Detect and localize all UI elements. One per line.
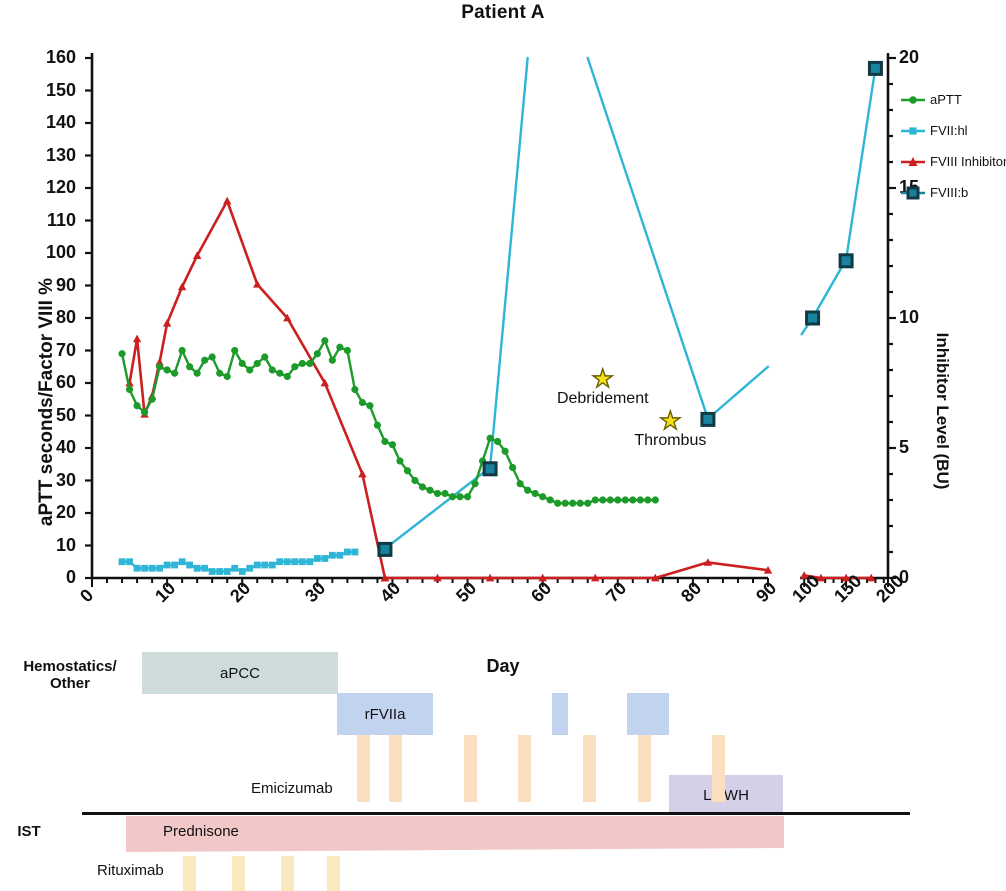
y-tick-left-30: 30 [55, 469, 76, 490]
rituximab-dose-bar[interactable] [183, 856, 196, 891]
legend-label: FVIII Inhibitor [930, 154, 1006, 169]
chart-legend: aPTT FVII:hl FVIII Inhibitor FVIII:b [900, 84, 1006, 208]
legend-marker-square-icon [901, 126, 925, 135]
y-tick-left-0: 0 [65, 567, 76, 587]
emicizumab-dose-bar[interactable] [389, 735, 402, 802]
timeline-block-apcc[interactable]: aPCC [142, 652, 338, 694]
legend-item-aptt[interactable]: aPTT [900, 84, 1006, 115]
y-tick-left-120: 120 [45, 177, 76, 197]
hemostatics-line1: Hemostatics/ [23, 658, 117, 675]
prednisone-taper[interactable] [0, 640, 1006, 891]
x-axis-title: Day [486, 656, 520, 676]
rituximab-dose-bar[interactable] [281, 856, 294, 891]
emicizumab-dose-bar[interactable] [357, 735, 370, 802]
y-tick-left-140: 140 [45, 112, 76, 132]
y-tick-left-20: 20 [55, 502, 76, 522]
emicizumab-dose-bar[interactable] [638, 735, 651, 802]
legend-item-fviihl[interactable]: FVII:hl [900, 115, 1006, 146]
legend-label: FVIII:b [930, 185, 969, 200]
legend-label: FVII:hl [930, 123, 968, 138]
rfviia-label: rFVIIa [364, 705, 406, 723]
annotation-debridement: ★ Debridement [528, 364, 678, 408]
y-tick-right-5: 5 [899, 437, 910, 457]
emicizumab-dose-bar[interactable] [464, 735, 477, 802]
y-tick-right-10: 10 [899, 307, 920, 327]
page-title: Patient A [461, 2, 545, 23]
legend-item-fviiiinhibitor[interactable]: FVIII Inhibitor [900, 146, 1006, 177]
legend-item-fviiib[interactable]: FVIII:b [900, 177, 1006, 208]
y-tick-left-60: 60 [55, 372, 76, 392]
chart-canvas [85, 53, 896, 587]
timeline-divider [82, 812, 910, 815]
y-tick-left-70: 70 [55, 339, 76, 360]
hemostatics-line2: Other [49, 675, 90, 692]
y-tick-left-10: 10 [55, 534, 76, 555]
legend-marker-circle-icon [901, 95, 925, 104]
y-tick-left-100: 100 [45, 242, 76, 262]
star-icon: ★ [591, 364, 615, 393]
legend-label: aPTT [930, 92, 962, 107]
rituximab-dose-bar[interactable] [232, 856, 245, 891]
y-tick-left-90: 90 [55, 274, 76, 295]
annotation-label: Thrombus [634, 431, 707, 449]
emicizumab-dose-bar[interactable] [583, 735, 596, 802]
y-tick-right-20: 20 [899, 47, 920, 67]
timeline-block-rfviia-2[interactable] [552, 693, 568, 735]
prednisone-label: Prednisone [163, 823, 239, 840]
timeline-row-label-hemostatics: Hemostatics/ Other [0, 658, 140, 692]
emicizumab-dose-bar[interactable] [518, 735, 531, 802]
apcc-label: aPCC [219, 664, 260, 682]
rituximab-label: Rituximab [97, 862, 164, 879]
chart-plot-area: aPTT seconds/Factor VIII % Inhibitor Lev… [0, 38, 1006, 676]
timeline-row-label-ist: IST [17, 823, 41, 840]
rituximab-dose-bar[interactable] [327, 856, 340, 891]
timeline-block-rfviia-3[interactable] [627, 693, 669, 735]
emicizumab-label: Emicizumab [251, 780, 333, 797]
y-tick-left-110: 110 [46, 209, 76, 230]
y-tick-left-80: 80 [55, 307, 76, 327]
emicizumab-dose-bar[interactable] [712, 735, 725, 802]
annotation-thrombus: ★ Thrombus [595, 406, 745, 450]
y-tick-right-0: 0 [899, 567, 910, 587]
legend-marker-triangle-icon [901, 156, 925, 166]
legend-marker-square-outline-icon [901, 186, 925, 199]
annotation-label: Debridement [556, 389, 649, 407]
y-tick-left-160: 160 [45, 47, 76, 67]
timeline-block-rfviia[interactable]: rFVIIa [337, 693, 433, 735]
star-icon: ★ [658, 406, 682, 435]
y-tick-left-150: 150 [45, 79, 76, 100]
y-tick-left-50: 50 [55, 404, 76, 425]
y-tick-left-130: 130 [45, 144, 76, 165]
y-tick-left-40: 40 [55, 437, 76, 457]
treatment-timeline: Hemostatics/ Other IST aPCC rFVIIa LMWH … [0, 640, 1006, 891]
